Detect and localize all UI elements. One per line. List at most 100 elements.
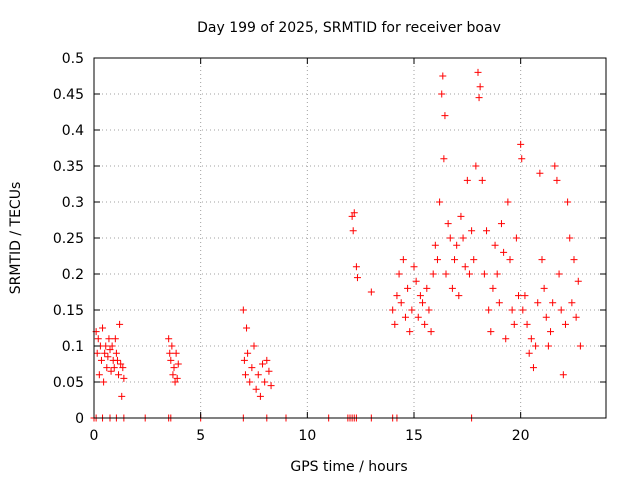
data-point xyxy=(557,306,565,314)
data-point xyxy=(167,356,175,364)
data-point xyxy=(438,90,446,98)
data-point xyxy=(421,320,429,328)
x-tick-label: 10 xyxy=(298,428,316,444)
data-point xyxy=(93,349,101,357)
data-point xyxy=(493,270,501,278)
y-tick-label: 0.3 xyxy=(62,195,84,211)
data-point xyxy=(463,176,471,184)
data-point xyxy=(436,198,444,206)
y-tick-label: 0.05 xyxy=(53,375,84,391)
data-point xyxy=(120,374,128,382)
data-point xyxy=(410,263,418,271)
data-point xyxy=(248,364,256,372)
data-point xyxy=(433,256,441,264)
data-point xyxy=(475,94,483,102)
data-point xyxy=(107,367,115,375)
data-point xyxy=(572,313,580,321)
data-point xyxy=(401,313,409,321)
data-point xyxy=(419,299,427,307)
x-tick-label: 20 xyxy=(512,428,530,444)
x-axis-ticks: 0 5 10 15 20 xyxy=(90,58,530,444)
data-point xyxy=(474,68,482,76)
data-point xyxy=(489,284,497,292)
data-point xyxy=(544,342,552,350)
data-point xyxy=(349,227,357,235)
data-point xyxy=(485,306,493,314)
data-point xyxy=(512,234,520,242)
data-point xyxy=(241,371,249,379)
data-point xyxy=(448,284,456,292)
data-point xyxy=(451,256,459,264)
data-point xyxy=(468,227,476,235)
data-point xyxy=(540,284,548,292)
data-point xyxy=(568,299,576,307)
data-point xyxy=(168,342,176,350)
data-point xyxy=(265,367,273,375)
data-point xyxy=(171,378,179,386)
y-tick-label: 0.4 xyxy=(62,123,84,139)
data-point xyxy=(517,140,525,148)
data-point xyxy=(170,364,178,372)
data-point xyxy=(118,392,126,400)
data-point xyxy=(442,270,450,278)
data-point xyxy=(532,342,540,350)
data-point xyxy=(457,212,465,220)
data-point xyxy=(103,364,111,372)
data-point xyxy=(551,162,559,170)
data-point xyxy=(393,292,401,300)
data-point xyxy=(508,306,516,314)
data-point xyxy=(397,299,405,307)
data-point xyxy=(250,342,258,350)
data-point xyxy=(261,378,269,386)
data-point xyxy=(547,328,555,336)
y-tick-label: 0.45 xyxy=(53,87,84,103)
data-point xyxy=(100,378,108,386)
data-point xyxy=(506,256,514,264)
data-point xyxy=(350,209,358,217)
data-point xyxy=(455,292,463,300)
data-point xyxy=(559,371,567,379)
chart-title: Day 199 of 2025, SRMTID for receiver boa… xyxy=(197,20,501,36)
data-point xyxy=(263,356,271,364)
data-point xyxy=(440,155,448,163)
data-point xyxy=(239,306,247,314)
data-point xyxy=(446,234,454,242)
y-tick-label: 0.15 xyxy=(53,303,84,319)
data-point xyxy=(491,241,499,249)
data-point xyxy=(521,292,529,300)
data-point xyxy=(487,328,495,336)
data-point xyxy=(523,320,531,328)
data-point xyxy=(99,324,107,332)
data-point xyxy=(101,349,109,357)
data-point xyxy=(453,241,461,249)
data-point xyxy=(504,198,512,206)
data-point xyxy=(391,320,399,328)
data-point xyxy=(527,335,535,343)
y-axis-title: SRMTID / TECUs xyxy=(8,182,24,295)
data-point xyxy=(576,342,584,350)
data-point xyxy=(542,313,550,321)
data-point xyxy=(510,320,518,328)
x-tick-label: 0 xyxy=(90,428,99,444)
data-point xyxy=(423,284,431,292)
data-point xyxy=(476,83,484,91)
data-point xyxy=(534,299,542,307)
y-tick-label: 0.2 xyxy=(62,267,84,283)
data-point xyxy=(538,256,546,264)
data-point xyxy=(497,220,505,228)
data-point xyxy=(97,356,105,364)
data-point xyxy=(472,162,480,170)
data-point xyxy=(111,335,119,343)
data-point xyxy=(408,306,416,314)
data-point xyxy=(399,256,407,264)
data-point xyxy=(406,328,414,336)
x-tick-label: 5 xyxy=(196,428,205,444)
data-point xyxy=(252,385,260,393)
data-point xyxy=(94,335,102,343)
data-point xyxy=(470,256,478,264)
data-point xyxy=(240,356,248,364)
data-point xyxy=(553,176,561,184)
data-point xyxy=(112,349,120,357)
data-point xyxy=(352,263,360,271)
